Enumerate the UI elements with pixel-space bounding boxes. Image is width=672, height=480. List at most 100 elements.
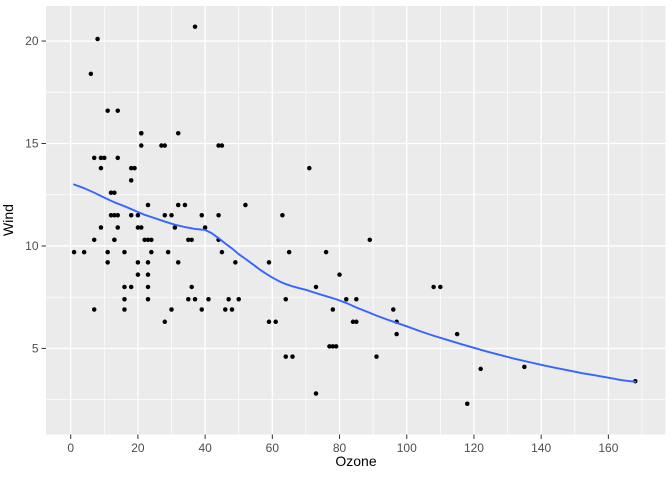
data-point — [145, 297, 151, 302]
data-point — [105, 260, 110, 265]
data-point — [216, 212, 221, 218]
x-tick-label: 160 — [598, 441, 618, 455]
data-point — [128, 212, 134, 218]
data-point — [226, 297, 231, 302]
x-tick-label: 120 — [464, 441, 484, 455]
x-tick-label: 20 — [131, 441, 145, 455]
data-point — [464, 401, 470, 407]
data-point — [280, 212, 285, 218]
data-point — [202, 225, 208, 230]
data-point — [478, 366, 483, 372]
data-point — [216, 143, 221, 148]
data-point — [236, 297, 241, 302]
data-point — [122, 249, 127, 255]
data-point — [139, 131, 144, 136]
data-point — [206, 297, 211, 302]
data-point — [88, 71, 94, 77]
data-point — [330, 344, 336, 349]
data-point — [135, 225, 141, 230]
data-point — [91, 307, 97, 312]
data-point — [431, 284, 436, 290]
data-point — [98, 155, 104, 161]
data-point — [223, 307, 228, 312]
data-point — [169, 307, 174, 312]
data-point — [283, 354, 289, 359]
data-point — [219, 249, 225, 255]
data-point — [286, 249, 292, 255]
data-point — [128, 178, 134, 183]
data-point — [175, 202, 181, 208]
x-tick-label: 40 — [198, 441, 212, 455]
plot-panel — [46, 6, 666, 435]
data-point — [283, 297, 289, 302]
data-point — [327, 344, 332, 349]
data-point — [313, 284, 319, 290]
data-point — [172, 225, 178, 230]
data-point — [98, 165, 104, 171]
data-point — [122, 297, 127, 302]
data-point — [149, 249, 154, 255]
data-point — [122, 284, 127, 290]
y-tick-label: 15 — [25, 137, 39, 151]
data-point — [307, 165, 312, 171]
data-point — [102, 155, 107, 161]
data-point — [162, 143, 168, 148]
data-point — [165, 249, 171, 255]
data-point — [330, 307, 336, 312]
data-point — [145, 260, 151, 265]
data-point — [182, 202, 188, 208]
data-point — [273, 319, 278, 325]
x-tick-label: 0 — [67, 441, 74, 455]
data-point — [186, 297, 191, 302]
data-point — [266, 260, 272, 265]
data-point — [374, 354, 379, 359]
data-point — [454, 331, 460, 337]
data-point — [233, 260, 238, 265]
data-point — [132, 165, 137, 171]
data-point — [354, 319, 359, 325]
x-axis-title: Ozone — [335, 453, 377, 469]
data-point — [186, 237, 191, 243]
data-point — [192, 24, 198, 29]
data-point — [169, 212, 174, 218]
data-point — [323, 249, 329, 255]
data-point — [175, 131, 181, 136]
data-point — [243, 202, 248, 208]
data-point — [105, 249, 110, 255]
data-point — [81, 249, 87, 255]
data-point — [162, 319, 168, 325]
data-point — [112, 212, 117, 218]
x-tick-label: 140 — [531, 441, 551, 455]
y-tick-label: 5 — [32, 341, 39, 355]
data-point — [266, 319, 272, 325]
data-point — [122, 307, 127, 312]
y-axis-title: Wind — [0, 204, 16, 236]
data-point — [350, 319, 356, 325]
y-tick-label: 10 — [25, 239, 39, 253]
data-point — [135, 272, 141, 277]
data-point — [139, 143, 144, 148]
data-point — [145, 237, 151, 243]
data-point — [522, 364, 527, 370]
data-point — [112, 237, 117, 243]
data-point — [108, 190, 114, 195]
data-point — [139, 225, 144, 230]
data-point — [313, 391, 319, 396]
data-point — [354, 297, 359, 302]
data-point — [108, 212, 114, 218]
data-point — [438, 284, 443, 290]
data-point — [290, 354, 295, 359]
data-point — [142, 237, 147, 243]
data-point — [145, 272, 151, 277]
x-tick-label: 60 — [266, 441, 280, 455]
data-point — [159, 143, 164, 148]
data-point — [115, 225, 120, 230]
data-point — [91, 237, 97, 243]
data-point — [128, 165, 134, 171]
data-point — [115, 108, 120, 113]
data-point — [229, 307, 235, 312]
data-point — [95, 36, 100, 42]
data-point — [162, 212, 168, 218]
